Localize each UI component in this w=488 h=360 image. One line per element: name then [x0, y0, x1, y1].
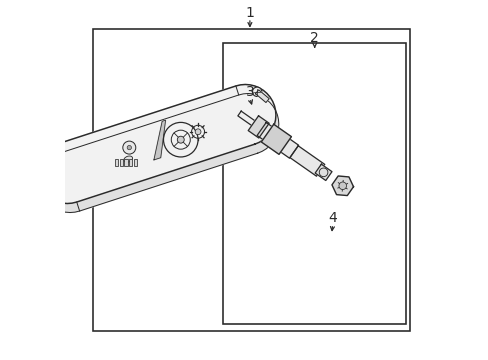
Polygon shape [261, 124, 291, 154]
Polygon shape [257, 122, 298, 158]
Text: 3: 3 [245, 85, 254, 99]
Polygon shape [40, 94, 278, 212]
Polygon shape [37, 85, 275, 203]
Polygon shape [154, 120, 165, 160]
Ellipse shape [123, 156, 132, 162]
Polygon shape [315, 164, 331, 180]
Bar [223, 43, 406, 324]
Circle shape [127, 145, 131, 150]
Text: 1: 1 [245, 6, 254, 19]
Circle shape [252, 87, 261, 96]
Circle shape [177, 136, 184, 143]
Bar [120, 159, 122, 166]
Circle shape [338, 182, 346, 190]
Bar [115, 159, 118, 166]
Text: 4: 4 [327, 211, 336, 225]
Bar [129, 159, 132, 166]
Polygon shape [255, 90, 269, 103]
Bar [133, 159, 137, 166]
Circle shape [195, 129, 201, 135]
Bar [93, 29, 409, 331]
Polygon shape [331, 176, 353, 195]
Circle shape [122, 141, 136, 154]
Bar [124, 159, 127, 166]
Polygon shape [237, 111, 255, 126]
Polygon shape [289, 146, 324, 176]
Polygon shape [248, 116, 268, 138]
Text: 2: 2 [310, 31, 319, 45]
